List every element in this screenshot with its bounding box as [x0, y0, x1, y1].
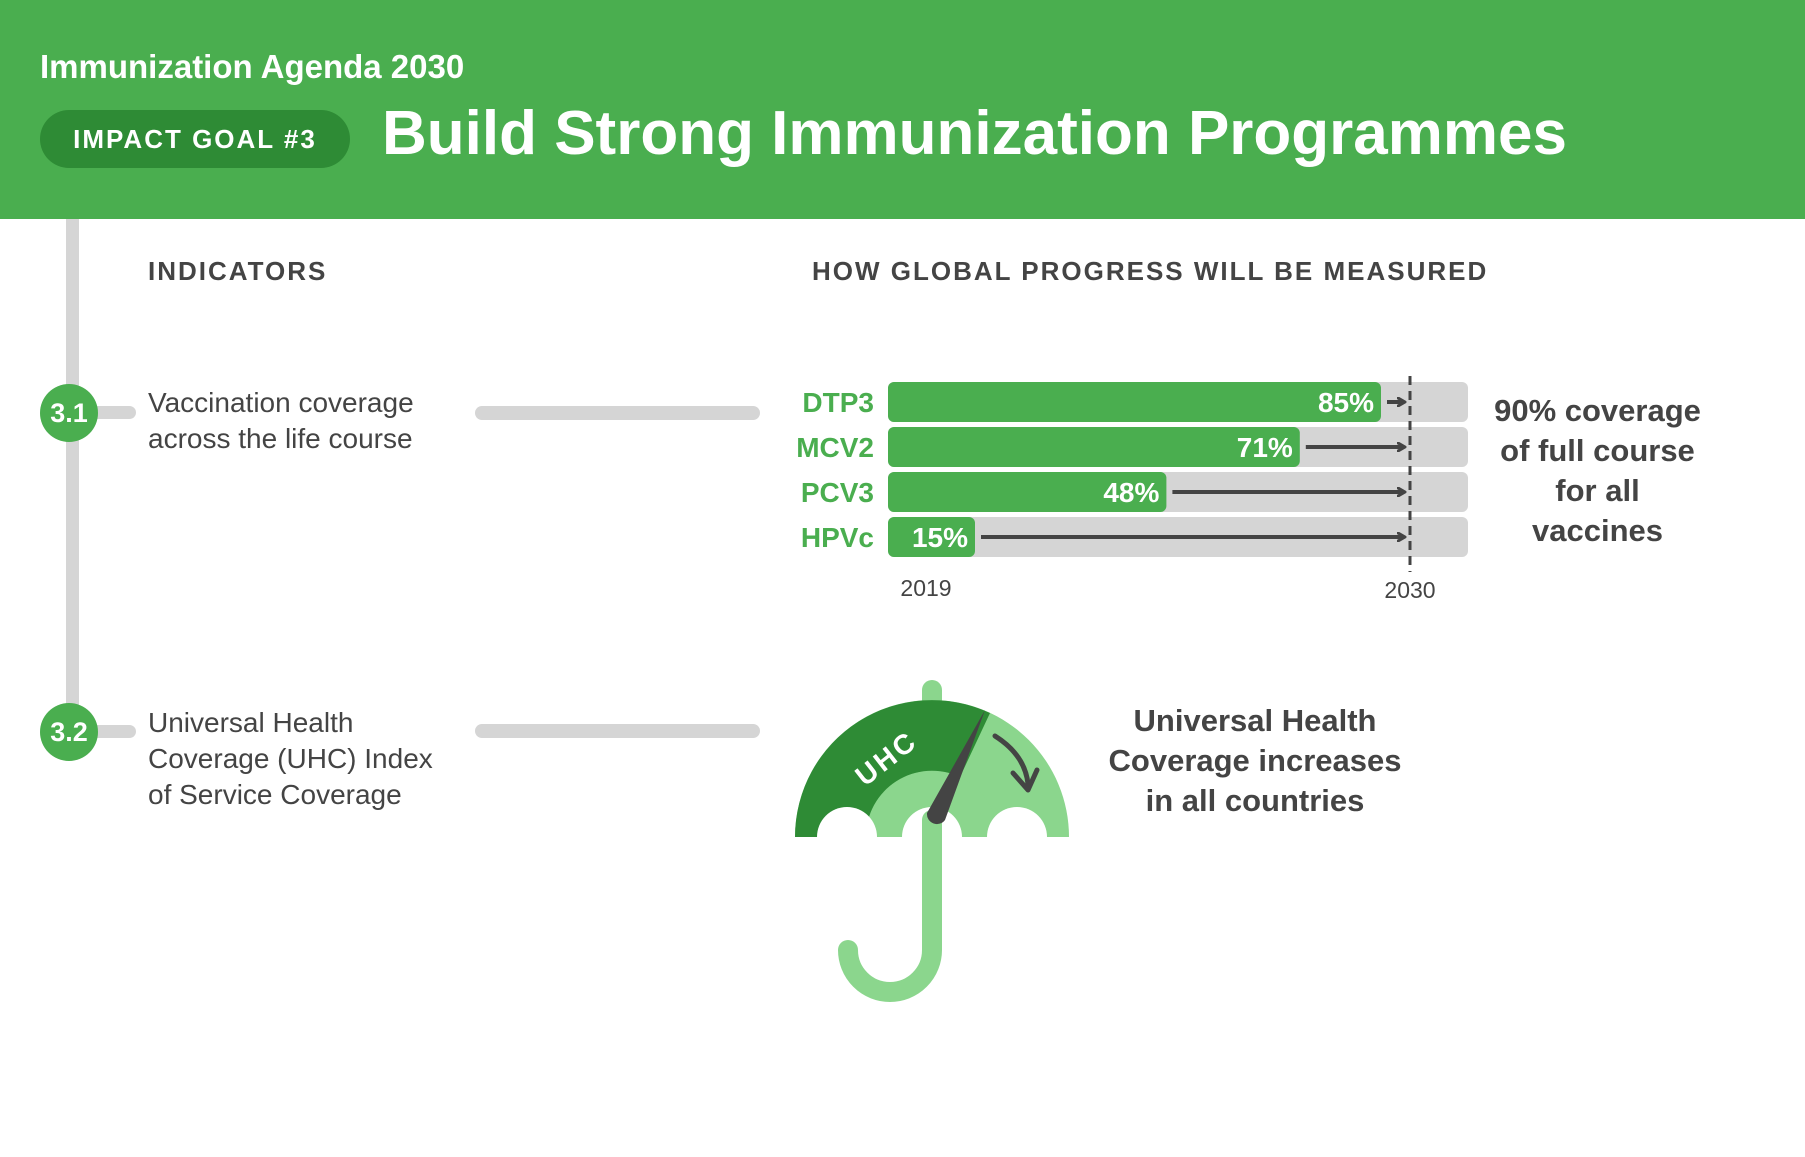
end-year-label: 2030 [1384, 577, 1435, 603]
connector-3-1 [475, 406, 760, 420]
uhc-goal-text: Universal Health Coverage increases in a… [1080, 701, 1430, 821]
measured-heading: HOW GLOBAL PROGRESS WILL BE MEASURED [812, 256, 1489, 286]
category-label-hpvc: HPVc [801, 522, 874, 553]
timeline-line [66, 219, 79, 731]
indicator-3-1-text: Vaccination coverage across the life cou… [148, 385, 414, 457]
category-label-mcv2: MCV2 [796, 432, 874, 463]
indicator-3-2-text: Universal Health Coverage (UHC) Index of… [148, 705, 433, 813]
value-label-mcv2: 71% [1237, 432, 1293, 463]
umbrella-scallop [817, 807, 877, 867]
page-title: Build Strong Immunization Programmes [382, 99, 1567, 168]
connector-3-2 [475, 724, 760, 738]
bar-mcv2 [888, 427, 1300, 467]
indicator-3-2-line: Universal Health [148, 707, 354, 738]
bar-hpvc [888, 517, 975, 557]
uhc-line: in all countries [1145, 783, 1365, 818]
indicator-3-2-line: Coverage (UHC) Index [148, 743, 433, 774]
indicator-node-3-2: 3.2 [40, 703, 98, 761]
target-line: of full course [1500, 433, 1695, 468]
uhc-umbrella-icon: UHC [795, 680, 1069, 1002]
indicator-3-1-line: Vaccination coverage [148, 387, 414, 418]
value-label-hpvc: 15% [912, 522, 968, 553]
agenda-title: Immunization Agenda 2030 [40, 48, 465, 85]
uhc-gauge-fill [795, 700, 990, 837]
coverage-bar-chart: DTP3 85% MCV2 71% PCV3 48% HPVc 15% 2019 2030 [796, 376, 1468, 603]
value-label-dtp3: 85% [1318, 387, 1374, 418]
umbrella-scallop [987, 807, 1047, 867]
indicator-3-1-line: across the life course [148, 423, 413, 454]
target-line: for all [1555, 473, 1640, 508]
umbrella-inner-dome [866, 771, 998, 837]
indicators-heading: INDICATORS [148, 256, 328, 286]
target-line: 90% coverage [1494, 393, 1701, 428]
category-label-pcv3: PCV3 [801, 477, 874, 508]
gauge-arrowhead-icon [1010, 767, 1040, 793]
value-label-pcv3: 48% [1103, 477, 1159, 508]
bar-dtp3 [888, 382, 1381, 422]
category-label-dtp3: DTP3 [802, 387, 874, 418]
umbrella-handle [838, 810, 942, 1002]
gauge-needle-icon [926, 710, 985, 825]
uhc-line: Coverage increases [1108, 743, 1402, 778]
indicator-node-3-1: 3.1 [40, 384, 98, 442]
impact-goal-badge: IMPACT GOAL #3 [40, 110, 350, 168]
gauge-increase-arrow-icon [992, 733, 1031, 787]
indicator-3-2-line: of Service Coverage [148, 779, 402, 810]
header-banner: Immunization Agenda 2030 IMPACT GOAL #3 … [0, 0, 1805, 219]
uhc-line: Universal Health [1133, 703, 1377, 738]
target-line: vaccines [1532, 513, 1663, 548]
bar-pcv3 [888, 472, 1167, 512]
target-coverage-text: 90% coverage of full course for all vacc… [1470, 391, 1725, 551]
start-year-label: 2019 [900, 575, 951, 601]
